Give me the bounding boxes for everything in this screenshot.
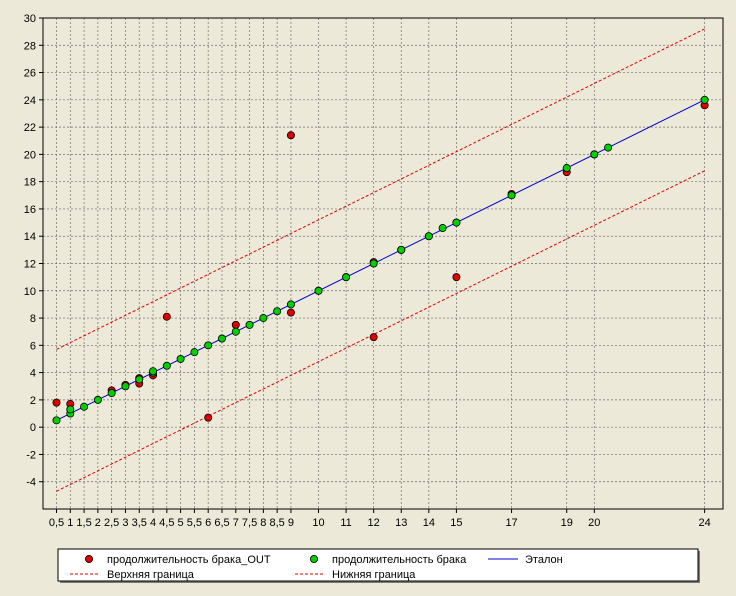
series-line-4: [56, 170, 705, 492]
series-line-3: [56, 28, 705, 350]
x-tick-label: 13: [395, 517, 407, 529]
y-tick-label: 30: [24, 13, 36, 25]
y-tick-label: 0: [30, 422, 36, 434]
x-tick-label: 0,5: [49, 517, 64, 529]
y-tick-label: 14: [24, 231, 36, 243]
x-tick-label: 1,5: [76, 517, 91, 529]
data-point-s1: [204, 341, 213, 350]
data-point-s1: [604, 143, 613, 152]
x-tick-label: 17: [505, 517, 517, 529]
data-point-s1: [149, 367, 158, 376]
data-point-s0: [369, 333, 378, 342]
y-tick-label: -2: [26, 449, 36, 461]
legend-box: [57, 548, 699, 582]
x-tick-label: 11: [340, 517, 351, 529]
y-tick-label: 6: [30, 340, 36, 352]
legend-label-0: продолжительность брака_OUT: [107, 554, 271, 566]
data-point-s1: [342, 273, 351, 282]
x-tick-label: 8: [260, 517, 266, 529]
legend-label-1: продолжительность брака: [332, 554, 467, 566]
y-tick-label: 12: [24, 259, 36, 271]
x-tick-label: 15: [450, 517, 462, 529]
y-tick-label: 28: [24, 40, 36, 52]
data-point-s1: [700, 95, 709, 104]
data-point-s1: [52, 416, 61, 425]
x-tick-label: 7: [233, 517, 239, 529]
data-point-s1: [107, 389, 116, 398]
data-point-s1: [176, 354, 185, 363]
data-point-s0: [231, 320, 240, 329]
x-tick-label: 9: [288, 517, 294, 529]
x-tick-label: 10: [312, 517, 324, 529]
y-tick-label: 22: [24, 122, 36, 134]
y-tick-label: 26: [24, 68, 36, 80]
x-tick-label: 12: [368, 517, 380, 529]
data-point-s0: [452, 273, 461, 282]
data-point-s1: [590, 150, 599, 159]
legend-label-2: Эталон: [525, 554, 563, 566]
y-tick-label: 20: [24, 149, 36, 161]
data-point-s1: [424, 232, 433, 241]
data-point-s1: [245, 320, 254, 329]
legend-label-4: Нижняя граница: [332, 569, 416, 581]
y-tick-label: 16: [24, 204, 36, 216]
x-tick-label: 1: [67, 517, 73, 529]
x-tick-label: 24: [699, 517, 711, 529]
data-point-s1: [286, 300, 295, 309]
x-tick-label: 4: [150, 517, 156, 529]
x-tick-label: 5: [178, 517, 184, 529]
data-point-s1: [135, 375, 144, 384]
y-tick-label: 10: [24, 286, 36, 298]
data-point-s1: [231, 327, 240, 336]
data-point-s1: [162, 361, 171, 370]
x-tick-label: 2: [95, 517, 101, 529]
x-tick-label: 7,5: [242, 517, 257, 529]
data-point-s0: [286, 308, 295, 317]
y-tick-label: 4: [30, 368, 36, 380]
data-point-s1: [93, 395, 102, 404]
x-tick-label: 14: [423, 517, 435, 529]
x-tick-label: 20: [588, 517, 600, 529]
legend: продолжительность брака_OUT продолжительн…: [57, 548, 700, 583]
data-point-s1: [273, 307, 282, 316]
data-point-s0: [286, 131, 295, 140]
data-point-s1: [190, 348, 199, 357]
x-tick-label: 6: [205, 517, 211, 529]
data-point-s1: [369, 259, 378, 268]
y-tick-label: 2: [30, 395, 36, 407]
data-point-s1: [121, 382, 130, 391]
x-tick-label: 2,5: [104, 517, 119, 529]
data-point-s1: [438, 224, 447, 233]
x-tick-label: 8,5: [269, 517, 284, 529]
data-point-s1: [314, 286, 323, 295]
x-tick-label: 5,5: [187, 517, 202, 529]
data-point-s1: [562, 164, 571, 173]
x-tick-label: 6,5: [214, 517, 229, 529]
data-point-s1: [80, 402, 89, 411]
data-point-s1: [66, 405, 75, 414]
y-tick-label: 24: [24, 95, 36, 107]
x-tick-label: 19: [561, 517, 573, 529]
x-tick-label: 3: [122, 517, 128, 529]
y-tick-label: 8: [30, 313, 36, 325]
legend-marker-0: [85, 555, 94, 564]
data-point-s0: [52, 398, 61, 407]
x-tick-label: 3,5: [132, 517, 147, 529]
data-point-s1: [259, 314, 268, 323]
grid: [43, 17, 723, 509]
y-tick-label: -4: [26, 477, 36, 489]
y-tick-label: 18: [24, 177, 36, 189]
data-point-s1: [507, 191, 516, 200]
legend-label-3: Верхняя граница: [107, 569, 195, 581]
data-point-s0: [204, 413, 213, 422]
legend-marker-1: [309, 555, 318, 564]
data-point-s1: [217, 334, 226, 343]
x-tick-label: 4,5: [159, 517, 174, 529]
data-point-s1: [397, 245, 406, 254]
data-point-s0: [162, 312, 171, 321]
series-layer: [52, 28, 709, 492]
data-point-s1: [452, 218, 461, 227]
